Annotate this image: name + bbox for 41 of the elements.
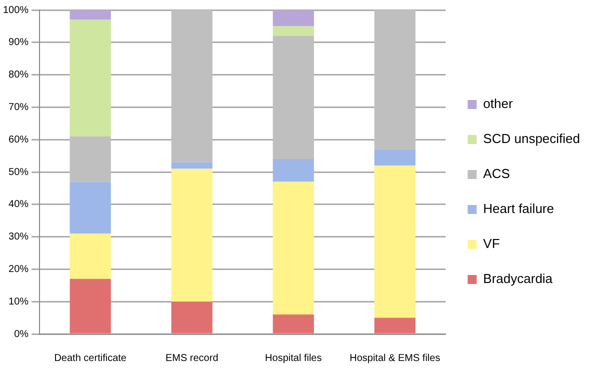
- x-tick-label: Death certificate: [54, 352, 127, 364]
- bar: [171, 302, 212, 334]
- bar: [272, 159, 314, 182]
- bar: [171, 168, 212, 302]
- legend-label: Bradycardia: [483, 271, 554, 286]
- bar: [171, 10, 212, 162]
- bar: [272, 26, 314, 36]
- bar: [171, 162, 212, 169]
- y-tick-label: 0%: [14, 328, 29, 340]
- bar: [374, 10, 416, 150]
- bar: [70, 182, 111, 234]
- bar: [374, 318, 416, 334]
- y-tick-label: 90%: [8, 37, 29, 48]
- bar: [70, 278, 111, 334]
- y-tick-label: 10%: [8, 296, 29, 308]
- x-tick-label: Hospital & EMS files: [350, 352, 440, 364]
- legend-label: SCD unspecified: [483, 131, 580, 146]
- y-tick-label: 40%: [8, 199, 29, 210]
- y-tick-label: 80%: [8, 70, 29, 81]
- x-tick-label: EMS record: [165, 352, 218, 364]
- bar: [70, 20, 111, 136]
- bar: [70, 234, 111, 279]
- y-tick-label: 30%: [8, 232, 29, 243]
- x-tick-label: Hospital files: [265, 352, 322, 364]
- legend-label: Heart failure: [483, 201, 554, 216]
- bar: [272, 182, 314, 315]
- bar: [272, 10, 314, 26]
- y-tick-label: 50%: [8, 166, 29, 178]
- y-tick-label: 100%: [3, 4, 29, 16]
- bar: [272, 314, 314, 334]
- legend-label: VF: [483, 236, 500, 252]
- legend-label: ACS: [483, 166, 510, 182]
- legend-label: other: [483, 96, 514, 112]
- y-tick-label: 20%: [8, 264, 29, 275]
- bar: [272, 36, 314, 160]
- bar: [70, 136, 111, 182]
- bar: [70, 10, 111, 20]
- y-tick-label: 60%: [8, 134, 29, 146]
- bar: [374, 149, 416, 166]
- bar: [374, 166, 416, 318]
- y-tick-label: 70%: [8, 102, 29, 113]
